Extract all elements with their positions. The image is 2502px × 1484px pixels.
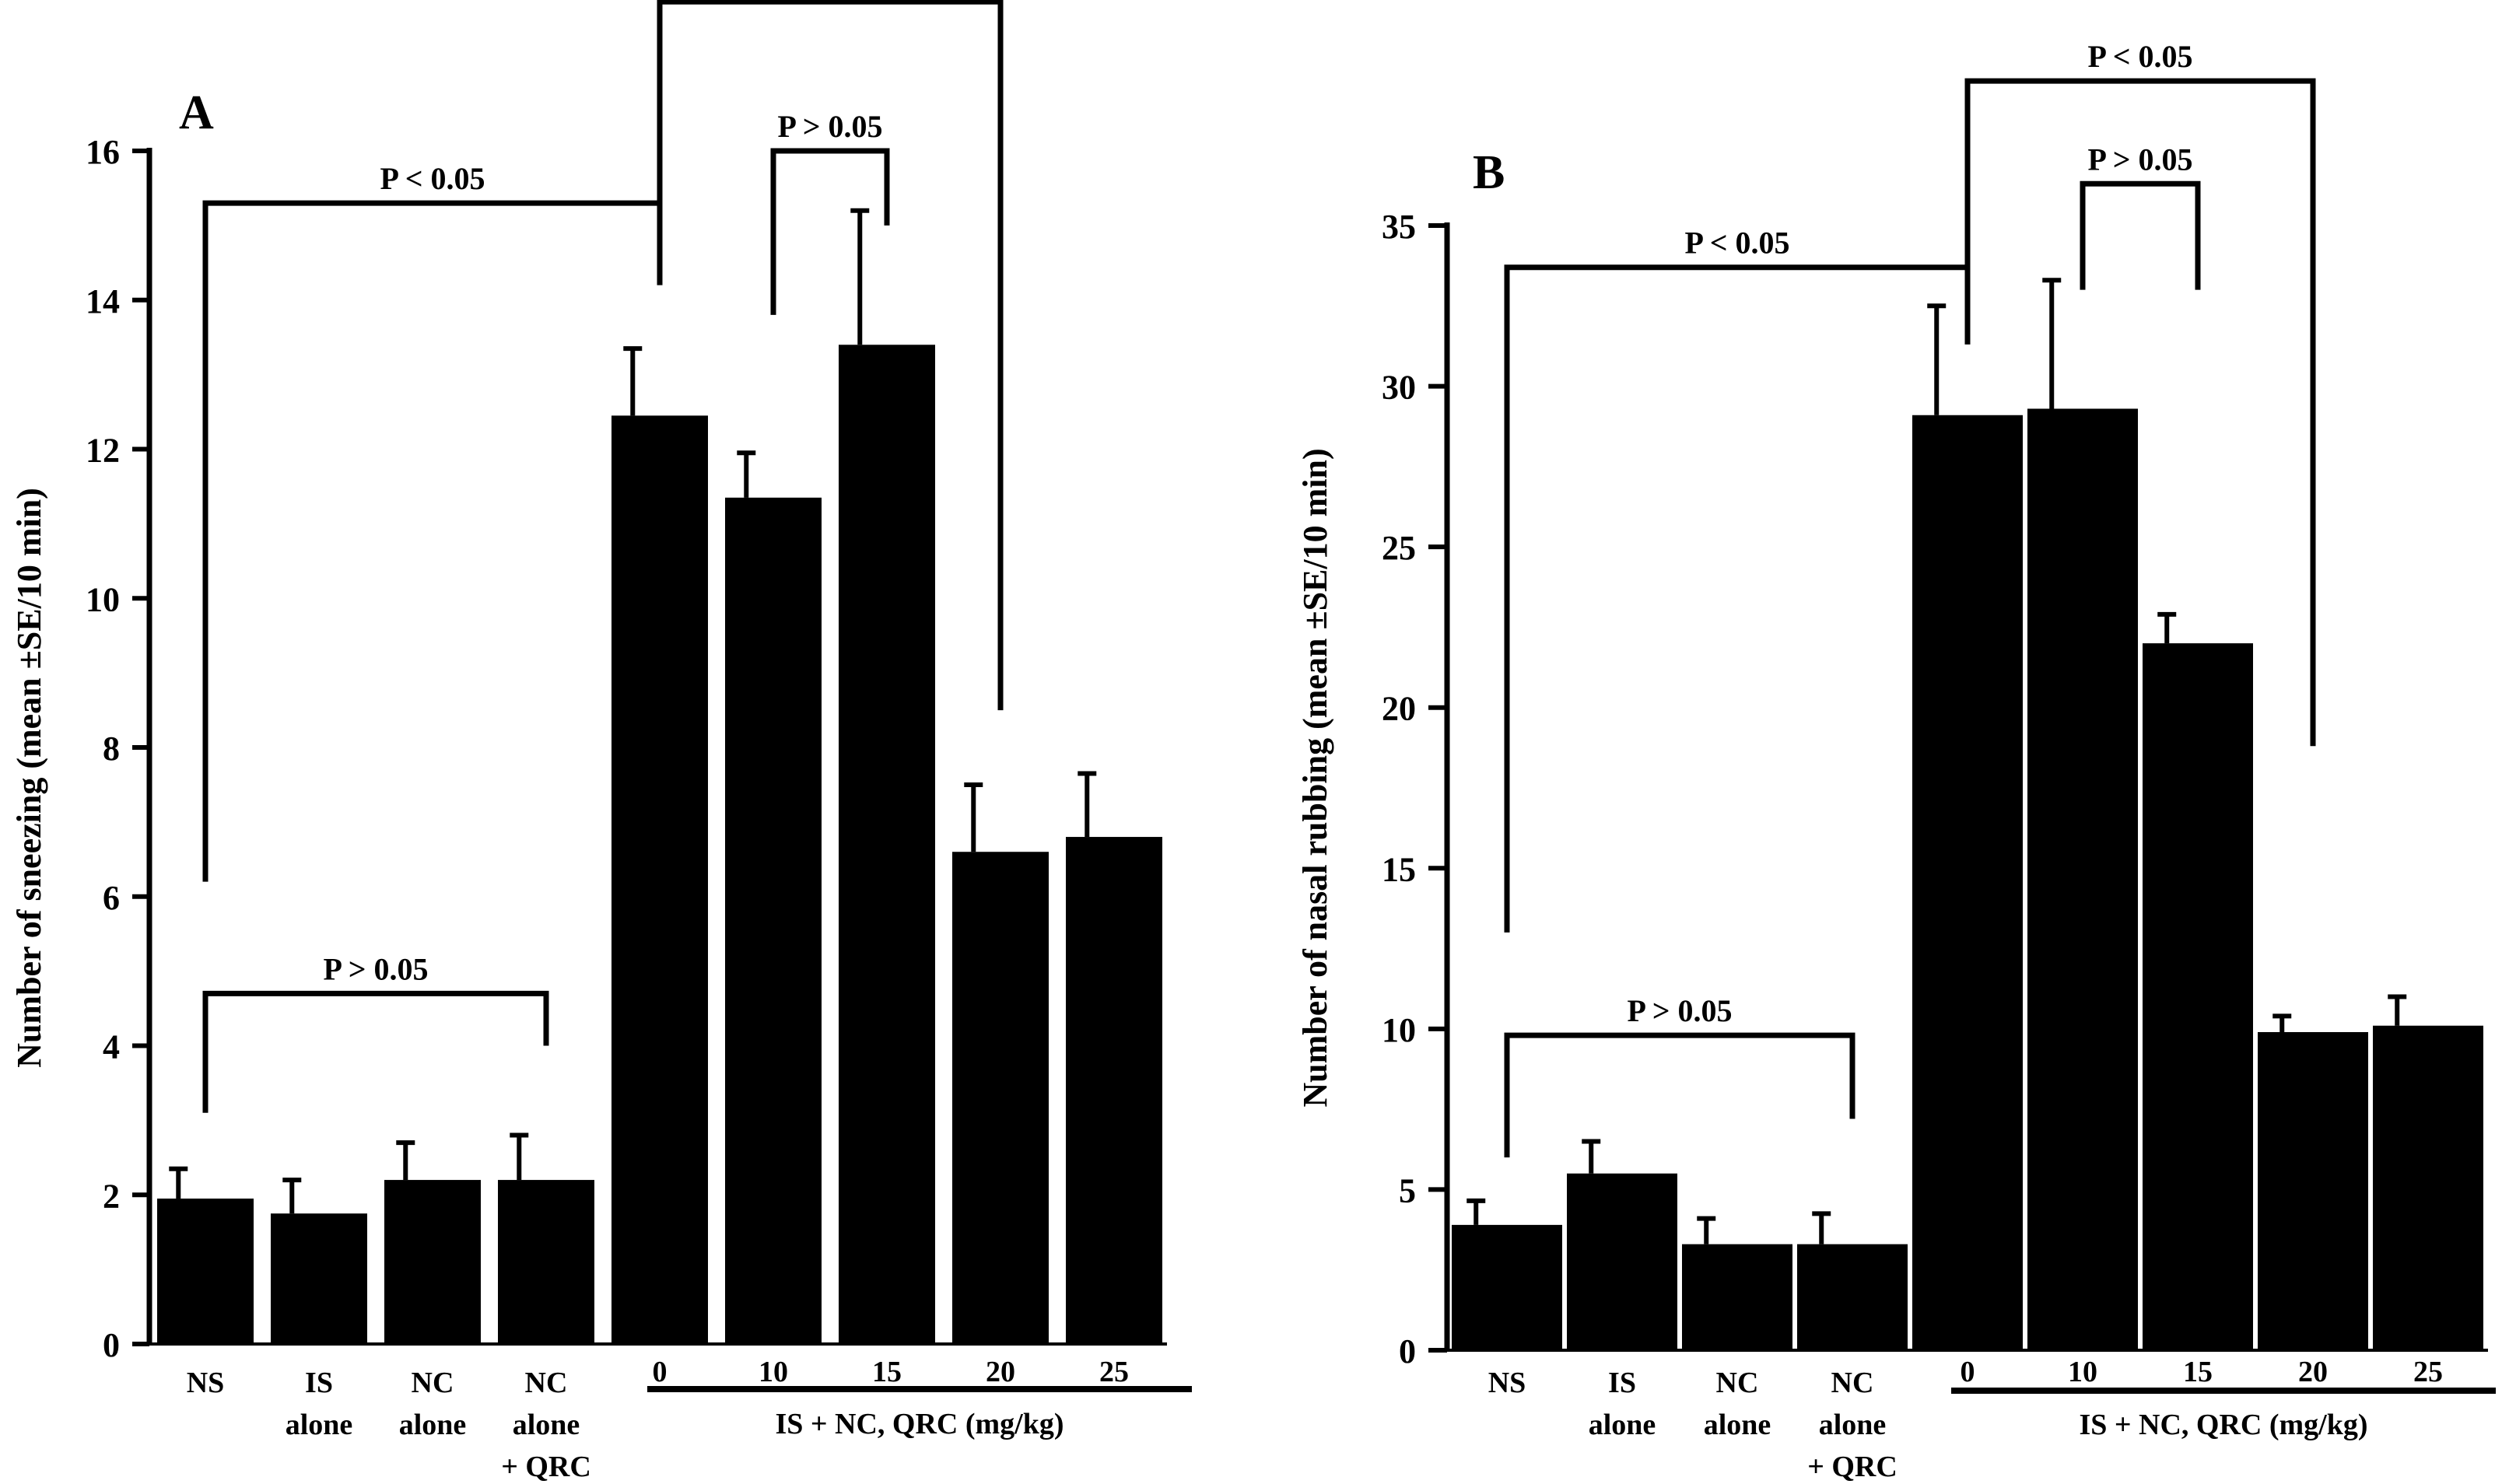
significance-label: P > 0.05: [777, 109, 882, 144]
significance-label: P < 0.05: [2087, 39, 2192, 74]
significance-bracket: [1504, 264, 1971, 933]
x-tick-label: 0: [1961, 1356, 1975, 1388]
x-tick-label: 10: [759, 1356, 788, 1388]
significance-bracket: [770, 148, 890, 315]
y-tick-label: 20: [1382, 690, 1416, 728]
significance-label: P > 0.05: [1627, 993, 1732, 1028]
y-tick-label: 5: [1399, 1171, 1416, 1209]
x-tick-label: NC: [412, 1367, 454, 1399]
x-tick-label: 25: [2413, 1356, 2443, 1388]
y-axis-title: Number of sneezing (mean ±SE/10 min): [10, 488, 48, 1068]
x-tick-label: NS: [1488, 1367, 1526, 1399]
bar: [1682, 1244, 1792, 1350]
significance-bracket: [1504, 1032, 1855, 1158]
x-tick-label: IS: [305, 1367, 333, 1399]
x-tick-label: + QRC: [1807, 1451, 1898, 1483]
bar: [952, 852, 1049, 1344]
significance-label: P > 0.05: [2087, 142, 2192, 177]
bar: [2373, 1025, 2483, 1350]
bar: [1452, 1224, 1562, 1350]
bar: [611, 415, 708, 1345]
y-tick-label: 0: [1399, 1332, 1416, 1370]
y-tick-label: 2: [103, 1177, 120, 1215]
significance-label: P < 0.05: [1684, 226, 1789, 261]
group-label: IS + NC, QRC (mg/kg): [775, 1408, 1064, 1440]
x-tick-label: alone: [1589, 1409, 1656, 1441]
y-tick-label: 35: [1382, 208, 1416, 246]
x-tick-label: IS: [1608, 1367, 1636, 1399]
significance-label: P > 0.05: [323, 951, 428, 986]
x-tick-label: 20: [2298, 1356, 2328, 1388]
y-tick-label: 12: [86, 432, 120, 470]
bar: [2258, 1031, 2368, 1350]
x-tick-label: alone: [1704, 1409, 1771, 1441]
y-tick-label: 0: [103, 1326, 120, 1364]
y-tick-label: 30: [1382, 369, 1416, 407]
x-tick-label: NC: [525, 1367, 568, 1399]
x-tick-label: 15: [872, 1356, 902, 1388]
x-tick-label: 10: [2068, 1356, 2097, 1388]
x-tick-label: 20: [986, 1356, 1015, 1388]
bar: [2143, 643, 2253, 1350]
y-axis-title: Number of nasal rubbing (mean ±SE/10 min…: [1296, 448, 1334, 1107]
y-tick-label: 8: [103, 730, 120, 768]
bar: [271, 1213, 367, 1344]
x-tick-label: NC: [1716, 1367, 1759, 1399]
significance-bracket: [202, 200, 663, 882]
panel-a: A 0 2 4 6 8 10 12 14 16 Number of sneezing (mean ±…: [10, 0, 1192, 1483]
significance-bracket: [202, 990, 549, 1113]
bar: [2027, 408, 2138, 1350]
y-tick-label: 16: [86, 133, 120, 171]
bar: [839, 345, 935, 1344]
bar: [1912, 415, 2023, 1350]
bar: [1066, 837, 1162, 1344]
y-tick-label: 15: [1382, 850, 1416, 888]
y-tick-label: 6: [103, 879, 120, 917]
x-tick-label: alone: [399, 1409, 467, 1441]
bar: [384, 1180, 481, 1344]
x-tick-label: + QRC: [501, 1451, 591, 1483]
panel-label: B: [1473, 146, 1505, 199]
panel-b: B 0 5 10 15 20 25 30 35 Number of nasal rubbing (…: [1296, 39, 2496, 1483]
y-tick-label: 10: [86, 580, 120, 618]
significance-bracket: [657, 0, 1004, 711]
y-tick-label: 25: [1382, 529, 1416, 567]
panel-label: A: [179, 86, 214, 139]
x-tick-label: alone: [1819, 1409, 1887, 1441]
group-label: IS + NC, QRC (mg/kg): [2079, 1409, 2367, 1441]
significance-label: P < 0.05: [380, 161, 485, 196]
significance-bracket: [2080, 180, 2201, 290]
bar: [1797, 1244, 1908, 1350]
bar: [157, 1199, 254, 1344]
bar: [1567, 1173, 1677, 1350]
x-tick-label: alone: [286, 1409, 353, 1441]
x-tick-label: 15: [2183, 1356, 2213, 1388]
y-tick-label: 10: [1382, 1011, 1416, 1049]
significance-bracket: [1964, 78, 2316, 747]
y-tick-label: 14: [86, 282, 120, 320]
y-tick-label: 4: [103, 1028, 120, 1066]
x-tick-label: 0: [653, 1356, 668, 1388]
x-tick-label: 25: [1099, 1356, 1129, 1388]
bar: [498, 1180, 594, 1344]
x-tick-label: alone: [513, 1409, 580, 1441]
x-tick-label: NC: [1831, 1367, 1874, 1399]
bar: [725, 497, 822, 1344]
x-tick-label: NS: [187, 1367, 225, 1399]
